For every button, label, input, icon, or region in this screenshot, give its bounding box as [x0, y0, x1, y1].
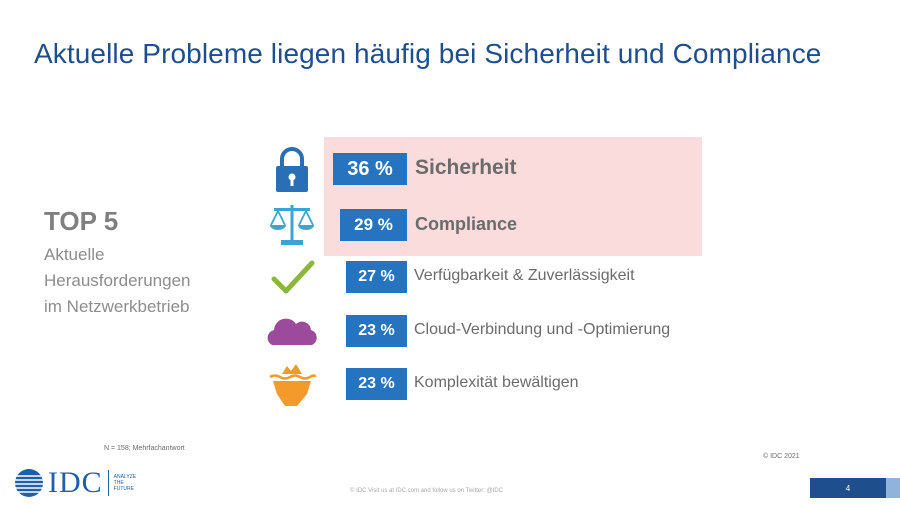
top5-subtitle-line: Aktuelle — [44, 245, 105, 264]
copyright: © IDC 2021 — [763, 453, 800, 460]
item-label: Verfügbarkeit & Zuverlässigkeit — [414, 267, 635, 284]
logo-text: IDC — [48, 466, 103, 499]
slide-title: Aktuelle Probleme liegen häufig bei Sich… — [34, 38, 822, 69]
list-item: 23 % Komplexität bewältigen — [0, 364, 900, 406]
top5-subtitle: Aktuelle Herausforderungen im Netzwerkbe… — [44, 242, 234, 320]
logo-tagline: ANALYZE THE FUTURE — [114, 474, 136, 492]
percent-badge: 29 % — [340, 209, 407, 241]
checkmark-icon — [262, 251, 322, 303]
footer-text: © IDC Visit us at IDC.com and follow us … — [350, 488, 504, 494]
logo-tagline-line: FUTURE — [113, 486, 134, 492]
list-item: 27 % Verfügbarkeit & Zuverlässigkeit — [0, 259, 900, 299]
logo-tagline-line: ANALYZE — [113, 474, 137, 480]
item-label: Compliance — [415, 214, 518, 234]
top5-subtitle-line: im Netzwerkbetrieb — [44, 297, 190, 316]
top5-subtitle-line: Herausforderungen — [44, 271, 191, 290]
percent-badge: 36 % — [333, 153, 407, 185]
percent-badge: 27 % — [346, 261, 407, 293]
percent-badge: 23 % — [346, 368, 407, 400]
page-number: 4 — [810, 478, 886, 498]
item-label: Sicherheit — [415, 156, 517, 179]
top5-block: TOP 5 Aktuelle Herausforderungen im Netz… — [44, 206, 234, 320]
item-label: Cloud-Verbindung und -Optimierung — [414, 321, 671, 338]
logo-tagline-line: THE — [113, 480, 124, 486]
iceberg-icon — [262, 359, 322, 411]
globe-icon — [15, 469, 43, 497]
list-item: 29 % Compliance — [0, 205, 900, 246]
item-label: Komplexität bewältigen — [414, 374, 579, 391]
cloud-icon — [262, 305, 322, 357]
footnote: N = 158; Mehrfachantwort — [104, 445, 185, 452]
list-item: 36 % Sicherheit — [0, 147, 900, 192]
page-number-accent — [886, 478, 900, 498]
lock-icon — [262, 144, 322, 196]
logo-separator — [107, 470, 109, 496]
list-item: 23 % Cloud-Verbindung und -Optimierung — [0, 313, 900, 353]
scales-icon — [262, 198, 322, 250]
percent-badge: 23 % — [346, 315, 407, 347]
top5-heading: TOP 5 — [44, 206, 119, 236]
idc-logo: IDC ANALYZE THE FUTURE — [14, 466, 136, 500]
